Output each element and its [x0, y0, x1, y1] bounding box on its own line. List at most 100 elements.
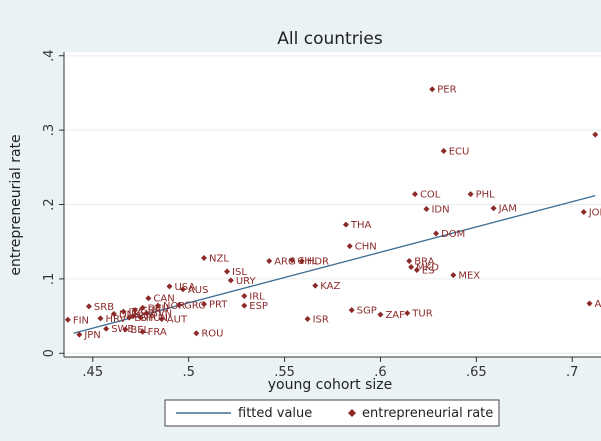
point-label-fra: FRA: [148, 327, 167, 338]
point-es: [413, 266, 420, 273]
point-tur: [404, 310, 411, 317]
chart-title: All countries: [277, 29, 383, 49]
point-tha: [342, 221, 349, 228]
point-rou: [193, 330, 200, 337]
point-label-zaf: ZAF: [385, 310, 405, 321]
point-u: [592, 131, 599, 138]
y-axis-title: entrepreneurial rate: [8, 134, 24, 275]
point-label-aut: AUT: [167, 315, 188, 326]
point-label-isr: ISR: [313, 315, 329, 326]
point-label-fin: FIN: [73, 315, 89, 326]
point-label-sgp: SGP: [357, 306, 377, 317]
point-label-dom: DOM: [441, 229, 465, 240]
point-label-aus: AUS: [188, 285, 209, 296]
point-usa: [166, 283, 173, 290]
point-label-can: CAN: [153, 294, 174, 305]
point-bel: [122, 326, 129, 333]
legend-diamond-icon: [348, 409, 356, 417]
point-label-est: EST: [134, 313, 154, 324]
point-chn: [346, 243, 353, 250]
point-ury: [227, 277, 234, 284]
point-label-prt: PRT: [209, 300, 228, 311]
fitted-line-layer: [73, 194, 596, 334]
fitted-line: [73, 194, 596, 334]
point-aus: [179, 286, 186, 293]
point-label-srb: SRB: [94, 302, 114, 313]
y-tick-label: .4: [42, 50, 57, 62]
point-label-jpn: JPN: [83, 330, 100, 341]
point-label-chn: CHN: [355, 242, 377, 253]
point-can: [145, 295, 152, 302]
point-mkd: [408, 263, 415, 270]
point-svn: [143, 310, 150, 317]
point-zaf: [377, 311, 384, 318]
point-fra: [139, 328, 146, 335]
point-idn: [423, 205, 430, 212]
point-label-irl: IRL: [249, 292, 265, 303]
point-est: [126, 314, 133, 321]
point-mex: [450, 272, 457, 279]
point-label-idn: IDN: [431, 204, 449, 215]
x-axis-ticks: .45 .5 .55 .6 .65 .7: [82, 357, 578, 380]
point-label-kaz: KAZ: [320, 281, 340, 292]
point-label-nzl: NZL: [209, 254, 229, 265]
point-nzl: [201, 255, 208, 262]
point-ar: [586, 300, 593, 307]
point-label-col: COL: [420, 190, 441, 201]
point-aut: [158, 316, 165, 323]
point-label-tur: TUR: [411, 309, 432, 320]
point-esp: [241, 302, 248, 309]
x-tick-label: .65: [466, 365, 487, 380]
point-per: [429, 86, 436, 93]
point-arg: [266, 258, 273, 265]
x-tick-label: .45: [82, 365, 103, 380]
point-fin: [64, 316, 71, 323]
point-label-grc: GRC: [184, 300, 205, 311]
gridlines: [64, 55, 601, 354]
point-label-mex: MEX: [458, 271, 480, 282]
point-isl: [224, 268, 231, 275]
x-tick-label: .7: [566, 365, 578, 380]
point-label-nor: NOR: [163, 301, 185, 312]
scatter-points: [64, 86, 599, 338]
x-axis-title: young cohort size: [268, 377, 392, 393]
legend-item-fitted-value: fitted value: [238, 406, 312, 421]
point-srb: [85, 303, 92, 310]
point-hrv: [97, 315, 104, 322]
point-label-jor: JOR: [588, 207, 601, 218]
point-label-rou: ROU: [201, 329, 223, 340]
point-label-phl: PHL: [476, 190, 496, 201]
point-labels: PERUECUCOLPHLIDNJAMJORTHADOMCHNNZLARGCHL…: [73, 85, 601, 341]
point-isr: [304, 316, 311, 323]
point-deu: [139, 304, 146, 311]
point-label-usa: USA: [174, 282, 195, 293]
point-label-ecu: ECU: [449, 146, 470, 157]
point-label-swe: SWE: [111, 324, 134, 335]
point-label-arg: ARG: [274, 257, 296, 268]
point-label-hrv: HRV: [105, 314, 126, 325]
point-label-gbr: GBR: [140, 306, 162, 317]
point-grc: [176, 301, 183, 308]
point-ita: [120, 308, 127, 315]
point-swe: [103, 325, 110, 332]
point-label-bel: BEL: [130, 325, 149, 336]
point-prt: [201, 301, 208, 308]
point-nor: [154, 302, 161, 309]
point-label-tha: THA: [350, 220, 372, 231]
point-label-hun: HUN: [146, 313, 168, 324]
point-label-bra: BRA: [414, 257, 434, 268]
point-label-lva: LVA: [138, 312, 156, 323]
point-phl: [467, 191, 474, 198]
point-label-hdr: HDR: [307, 257, 329, 268]
point-kaz: [312, 282, 319, 289]
point-dom: [433, 230, 440, 237]
point-label-ar: AR: [594, 299, 601, 310]
point-jpn: [76, 331, 83, 338]
point-ecu: [440, 147, 447, 154]
point-jam: [490, 205, 497, 212]
point-label-isl: ISL: [232, 267, 247, 278]
point-label-chl: CHL: [297, 256, 318, 267]
point-dnk: [110, 310, 117, 317]
